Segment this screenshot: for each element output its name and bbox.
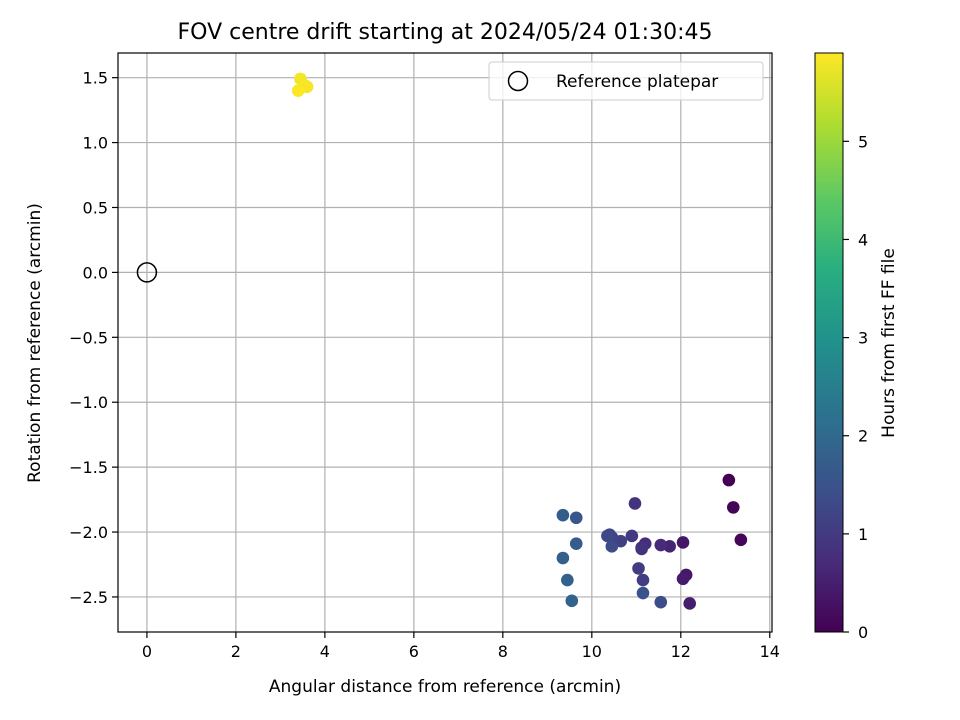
x-tick-label: 14	[760, 642, 780, 661]
x-axis-ticks: 0 2 4 6 8 10 12 14	[142, 632, 780, 661]
reference-marker-group	[136, 262, 158, 283]
grid-lines	[118, 53, 772, 632]
y-tick-label: 1.5	[83, 69, 108, 88]
colorbar-tick-label: 4	[858, 230, 868, 249]
data-points	[291, 72, 748, 610]
colorbar-label: Hours from first FF file	[879, 248, 899, 438]
colorbar: 0 1 2 3 4 5 Hours from first FF file	[814, 52, 899, 642]
data-point	[676, 572, 690, 586]
colorbar-tick-label: 3	[858, 329, 868, 348]
data-point	[726, 501, 740, 514]
x-tick-label: 0	[142, 642, 152, 661]
reference-platepar-marker	[136, 262, 158, 283]
data-point	[636, 586, 650, 600]
data-point	[635, 541, 648, 554]
colorbar-gradient	[814, 52, 844, 633]
legend: Reference platepar	[488, 61, 764, 101]
x-tick-label: 2	[231, 642, 241, 661]
x-tick-label: 4	[320, 642, 330, 661]
data-point	[636, 573, 650, 587]
y-tick-label: −2.5	[69, 588, 108, 607]
data-point	[291, 84, 305, 97]
colorbar-ticks: 0 1 2 3 4 5	[843, 132, 868, 642]
y-tick-label: 0.5	[83, 198, 108, 217]
y-axis-ticks: −2.5 −2.0 −1.5 −1.0 −0.5 0.0 0.5 1.0 1.5	[69, 69, 118, 607]
data-point	[556, 508, 570, 522]
y-tick-label: 0.0	[83, 263, 108, 282]
data-point	[683, 597, 696, 610]
legend-reference-label: Reference platepar	[556, 72, 718, 92]
legend-reference-marker	[507, 70, 529, 92]
y-tick-label: 1.0	[83, 134, 108, 153]
data-point	[722, 473, 736, 487]
data-point	[632, 562, 645, 575]
data-point	[676, 536, 690, 549]
data-point	[569, 537, 583, 551]
data-point	[561, 573, 574, 587]
chart-title: FOV centre drift starting at 2024/05/24 …	[178, 20, 713, 45]
colorbar-tick-label: 1	[858, 525, 868, 544]
x-tick-label: 10	[582, 642, 602, 661]
data-point	[605, 540, 619, 553]
x-tick-label: 6	[409, 642, 419, 661]
plot-frame	[117, 52, 773, 633]
data-point	[734, 533, 748, 547]
y-tick-label: −1.5	[69, 458, 108, 477]
data-point	[628, 497, 642, 510]
data-point	[601, 529, 614, 543]
data-point	[625, 529, 639, 543]
colorbar-tick-label: 2	[858, 427, 868, 446]
y-tick-label: −2.0	[69, 523, 108, 542]
data-point	[569, 511, 583, 525]
colorbar-tick-label: 5	[858, 132, 868, 151]
legend-box	[488, 61, 764, 101]
data-point	[556, 551, 570, 565]
y-tick-label: −0.5	[69, 328, 108, 347]
x-axis-label: Angular distance from reference (arcmin)	[269, 677, 621, 697]
x-tick-label: 12	[671, 642, 691, 661]
data-point	[654, 595, 668, 609]
y-tick-label: −1.0	[69, 393, 108, 412]
data-point	[654, 538, 668, 552]
y-axis-label: Rotation from reference (arcmin)	[25, 203, 45, 483]
colorbar-tick-label: 0	[858, 623, 868, 642]
x-tick-label: 8	[498, 642, 508, 661]
data-point	[565, 594, 579, 608]
